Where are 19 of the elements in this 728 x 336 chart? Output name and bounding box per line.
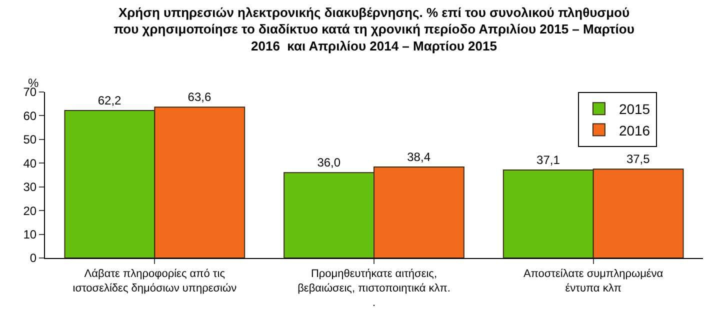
y-tick-label: 0 [30,251,37,266]
text: 37,5 [626,152,650,166]
x-tick-label: Προμηθευτήκατε αιτήσεις, βεβαιώσεις, πιστοποιητικά κλπ. . [298,268,450,309]
y-tick-label: 50 [23,132,37,147]
y-tick-label: 60 [23,108,37,123]
y-tick-label: 40 [23,156,37,170]
text: 63,6 [188,90,212,104]
chart-title: Χρήση υπηρεσιών ηλεκτρονικής διακυβέρνησης. % επί του συνολικού πληθυσμού που χρησιμοποίησε το διαδίκτυο κατά τη χρονική περίοδο Απριλίου 2015 – Μαρτίου 2016 και Απριλίου 2014 – Μαρτίου 2015 [114,4,635,54]
text: 36,0 [317,156,341,170]
text: 38,4 [407,150,430,164]
y-tick-label: 30 [23,180,37,194]
text: 62,2 [98,94,122,108]
text: 37,1 [536,153,560,168]
y-tick-label: 20 [23,204,37,218]
legend-label: 2015 [618,101,650,118]
y-tick-label: 10 [23,227,37,242]
x-tick-label: Λάβατε πληροφορίες από τις ιστοσελίδες δημόσιων υπηρεσιών [72,268,238,294]
x-tick-label: Αποστείλατε συμπληρωμένα έντυπα κλπ [523,268,664,294]
legend-label: 2016 [618,122,650,138]
